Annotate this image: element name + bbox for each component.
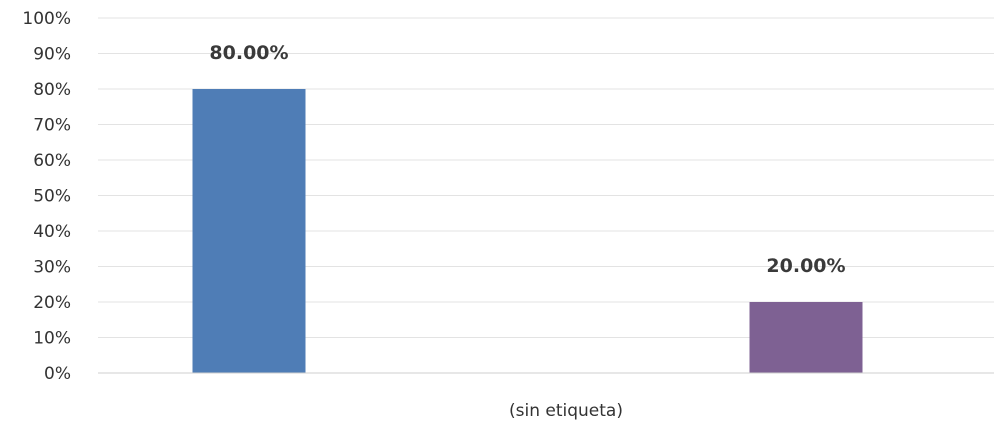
bar-series-1 — [192, 89, 306, 373]
data-label-series-2: 20.00% — [766, 255, 845, 277]
bars-layer — [192, 89, 863, 373]
y-tick-label: 80% — [33, 80, 71, 100]
bar-series-2 — [749, 302, 863, 373]
data-labels-layer: 80.00% 20.00% — [209, 42, 845, 277]
y-axis-ticks: 0% 10% 20% 30% 40% 50% 60% 70% 80% 90% 100% — [22, 9, 71, 384]
y-tick-label: 0% — [44, 364, 71, 384]
category-label: (sin etiqueta) — [509, 401, 623, 421]
y-tick-label: 30% — [33, 258, 71, 278]
y-tick-label: 40% — [33, 222, 71, 242]
y-tick-label: 60% — [33, 151, 71, 171]
y-tick-label: 70% — [33, 116, 71, 136]
y-tick-label: 100% — [22, 9, 71, 29]
y-tick-label: 10% — [33, 329, 71, 349]
y-tick-label: 90% — [33, 45, 71, 65]
data-label-series-1: 80.00% — [209, 42, 288, 64]
y-tick-label: 20% — [33, 293, 71, 313]
y-tick-label: 50% — [33, 187, 71, 207]
